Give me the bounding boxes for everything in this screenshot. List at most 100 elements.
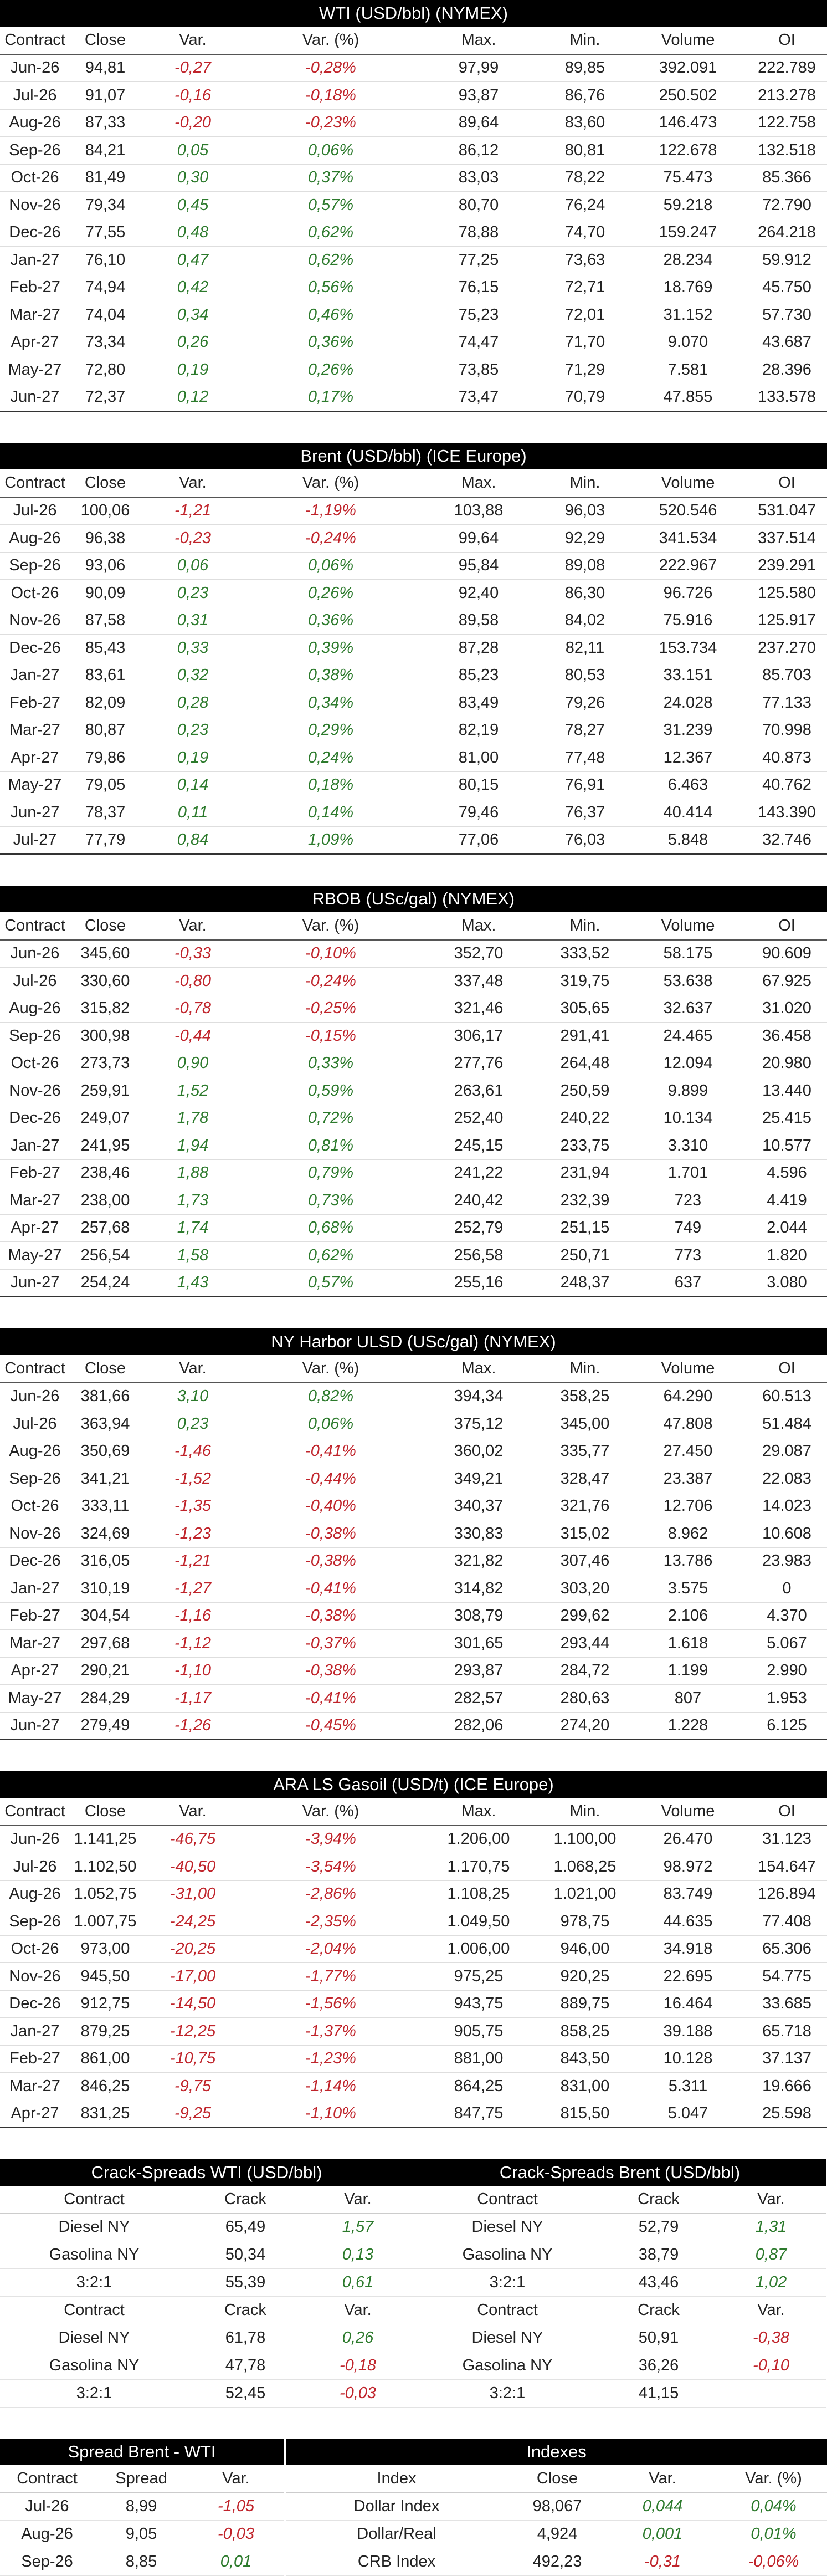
cell-contract: Aug-26 xyxy=(0,1880,70,1908)
cell-open-interest: 239.291 xyxy=(747,552,827,580)
cell-max: 308,79 xyxy=(417,1602,541,1630)
cell-min: 315,02 xyxy=(541,1520,629,1548)
cell-change-pct: -0,24% xyxy=(245,524,417,553)
cell-min: 946,00 xyxy=(541,1935,629,1963)
cell-volume: 637 xyxy=(629,1269,747,1297)
cell-contract: Jun-26 xyxy=(0,1382,70,1410)
cell-open-interest: 59.912 xyxy=(747,246,827,274)
cell-contract: Sep-26 xyxy=(0,552,70,580)
cell-volume: 8.962 xyxy=(629,1520,747,1548)
cell-crack: 41,15 xyxy=(602,2379,716,2408)
cell-volume: 146.473 xyxy=(629,109,747,137)
cell-volume: 2.106 xyxy=(629,1602,747,1630)
header-row: Contract Close Var. Var. (%) Max. Min. Volume O… xyxy=(0,912,827,941)
cell-crack: 43,46 xyxy=(602,2268,716,2297)
cell-contract: Jan-27 xyxy=(0,1575,70,1603)
cell-change-pct: 0,57% xyxy=(245,1269,417,1297)
cell-open-interest: 22.083 xyxy=(747,1465,827,1493)
cell-volume: 47.808 xyxy=(629,1410,747,1438)
cell-close: 297,68 xyxy=(70,1629,141,1658)
cell-contract: Diesel NY xyxy=(413,2324,602,2352)
cell-max: 78,88 xyxy=(417,219,541,247)
cell-contract: Mar-27 xyxy=(0,717,70,744)
cell-max: 85,23 xyxy=(417,662,541,689)
cell-min: 232,39 xyxy=(541,1187,629,1215)
cell-close: 381,66 xyxy=(70,1382,141,1410)
cell-index: CRB Index xyxy=(286,2548,507,2576)
cell-close: 300,98 xyxy=(70,1022,141,1050)
spread-table: Contract Spread Var. Jul-26 8,99 -1,05 Aug-26 9… xyxy=(0,2465,284,2576)
cell-open-interest: 43.687 xyxy=(747,329,827,356)
cell-open-interest: 40.873 xyxy=(747,744,827,772)
column-header: Var. xyxy=(716,2296,826,2324)
table-row: Jun-27 78,37 0,11 0,14% 79,46 76,37 40.414 143.… xyxy=(0,799,827,827)
cell-min: 248,37 xyxy=(541,1269,629,1297)
cell-close: 78,37 xyxy=(70,799,141,827)
cell-open-interest: 213.278 xyxy=(747,81,827,110)
crack-spreads: Crack-Spreads WTI (USD/bbl) Contract Crack… xyxy=(0,2159,827,2408)
cell-change-pct: 0,62% xyxy=(245,246,417,274)
cell-min: 96,03 xyxy=(541,497,629,525)
cell-change-pct: 0,18% xyxy=(245,771,417,799)
table-row: Sep-26 93,06 0,06 0,06% 95,84 89,08 222.967 239… xyxy=(0,552,827,580)
cell-open-interest: 126.894 xyxy=(747,1880,827,1908)
cell-min: 76,91 xyxy=(541,771,629,799)
table-row: Oct-26 273,73 0,90 0,33% 277,76 264,48 12.094 2… xyxy=(0,1050,827,1077)
table-row: Diesel NY 65,49 1,57 xyxy=(0,2213,413,2241)
cell-max: 86,12 xyxy=(417,136,541,165)
table-row: Dec-26 77,55 0,48 0,62% 78,88 74,70 159.247 264… xyxy=(0,219,827,247)
cell-close: 330,60 xyxy=(70,967,141,995)
cell-close: 241,95 xyxy=(70,1132,141,1160)
cell-change-pct: 0,24% xyxy=(245,744,417,772)
cell-change: 0,45 xyxy=(141,191,245,219)
cell-change: 0,61 xyxy=(302,2268,413,2297)
table-row: Dollar Index 98,067 0,044 0,04% xyxy=(286,2492,827,2521)
cell-max: 83,49 xyxy=(417,689,541,717)
cell-max: 252,79 xyxy=(417,1214,541,1242)
header-row: Contract Crack Var. xyxy=(413,2296,826,2324)
cell-change-pct: 0,36% xyxy=(245,329,417,356)
cell-open-interest: 60.513 xyxy=(747,1382,827,1410)
table-row: Feb-27 861,00 -10,75 -1,23% 881,00 843,50 10.1… xyxy=(0,2045,827,2073)
cell-change-pct: 1,09% xyxy=(245,826,417,855)
cell-contract: Feb-27 xyxy=(0,689,70,717)
cell-volume: 9.070 xyxy=(629,329,747,356)
cell-change-pct: 0,06% xyxy=(245,552,417,580)
cell-min: 73,63 xyxy=(541,246,629,274)
cell-change-pct: 0,46% xyxy=(245,301,417,329)
cell-close: 284,29 xyxy=(70,1684,141,1713)
cell-contract: Sep-26 xyxy=(0,1465,70,1493)
cell-change-pct: -0,38% xyxy=(245,1602,417,1630)
cell-open-interest: 85.366 xyxy=(747,164,827,192)
table-row: Feb-27 238,46 1,88 0,79% 241,22 231,94 1.701 4.… xyxy=(0,1159,827,1187)
cell-open-interest: 5.067 xyxy=(747,1629,827,1658)
column-header-max: Max. xyxy=(417,1798,541,1826)
cell-max: 77,25 xyxy=(417,246,541,274)
column-header-change-pct: Var. (%) xyxy=(245,469,417,498)
column-header: Contract xyxy=(0,2465,94,2493)
cell-change-pct: -0,38% xyxy=(245,1520,417,1548)
table-row: Dec-26 85,43 0,33 0,39% 87,28 82,11 153.734 237… xyxy=(0,634,827,662)
cell-contract: Mar-27 xyxy=(0,1187,70,1215)
table-row: CRB Index 492,23 -0,31 -0,06% xyxy=(286,2548,827,2576)
cell-open-interest: 133.578 xyxy=(747,384,827,412)
column-header-min: Min. xyxy=(541,469,629,498)
cell-volume: 250.502 xyxy=(629,81,747,110)
cell-volume: 1.618 xyxy=(629,1629,747,1658)
cell-contract: Oct-26 xyxy=(0,1935,70,1963)
cell-volume: 44.635 xyxy=(629,1908,747,1936)
cell-change: -1,21 xyxy=(141,1547,245,1575)
cell-volume: 520.546 xyxy=(629,497,747,525)
cell-contract: Feb-27 xyxy=(0,2045,70,2073)
cell-contract: Nov-26 xyxy=(0,1962,70,1991)
cell-change: -0,18 xyxy=(302,2352,413,2380)
table-row: Jun-26 345,60 -0,33 -0,10% 352,70 333,52 58.17… xyxy=(0,939,827,968)
cell-open-interest: 10.577 xyxy=(747,1132,827,1160)
cell-volume: 31.152 xyxy=(629,301,747,329)
cell-change-pct: -1,10% xyxy=(245,2100,417,2128)
cell-open-interest: 85.703 xyxy=(747,662,827,689)
cell-change: 0,32 xyxy=(141,662,245,689)
cell-close: 273,73 xyxy=(70,1050,141,1077)
cell-min: 80,53 xyxy=(541,662,629,689)
column-header-volume: Volume xyxy=(629,912,747,941)
